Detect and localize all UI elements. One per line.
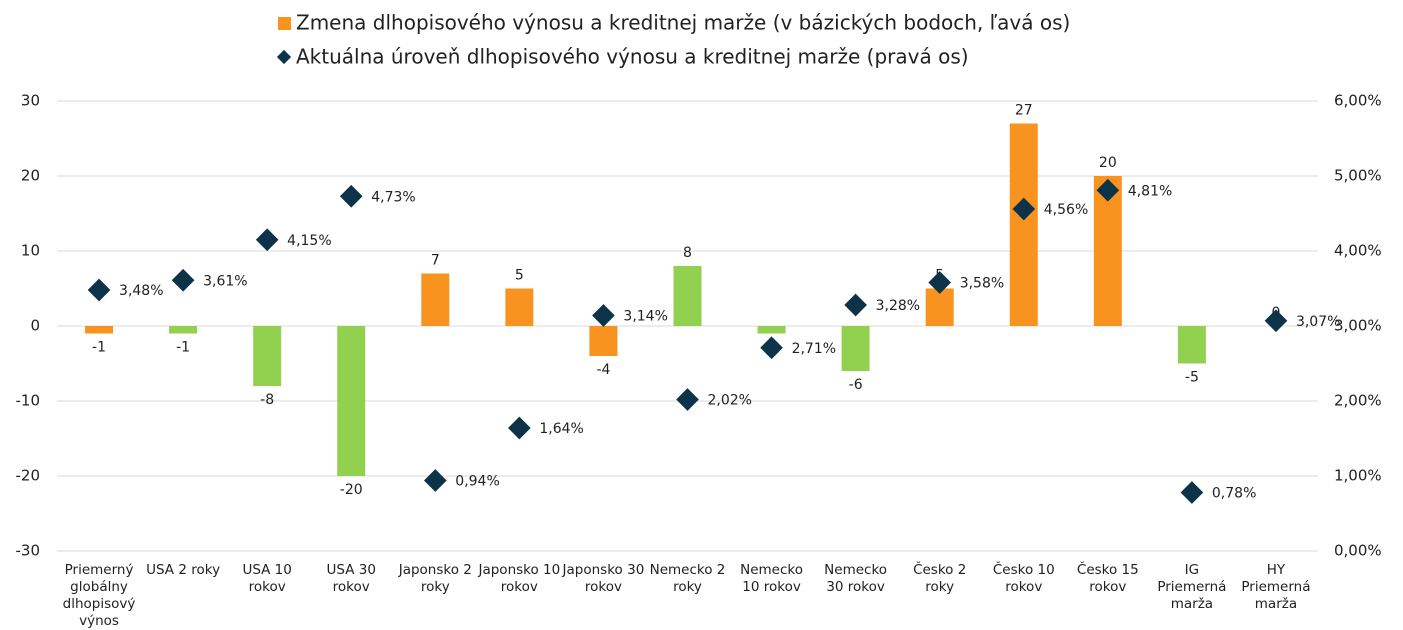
bar xyxy=(673,266,702,326)
data-label: -20 xyxy=(340,482,363,498)
data-label: -1 xyxy=(176,340,190,356)
data-label: -5 xyxy=(1185,370,1199,386)
legend-label: Aktuálna úroveň dlhopisového výnosu a kr… xyxy=(296,45,969,69)
data-label: 4,15% xyxy=(287,233,331,249)
marker xyxy=(844,293,867,317)
marker xyxy=(171,268,195,292)
data-label: 27 xyxy=(1015,103,1033,119)
y2-tick-label: 1,00% xyxy=(1334,467,1382,485)
y-tick-label: 30 xyxy=(21,92,40,110)
bar xyxy=(1177,326,1206,364)
data-label: 3,28% xyxy=(876,298,920,314)
data-label: 0,94% xyxy=(455,474,499,490)
data-label: 5 xyxy=(515,268,524,284)
y-tick-label: 10 xyxy=(21,242,40,260)
x-tick-label: Česko 2 roky xyxy=(913,562,967,595)
marker xyxy=(508,416,531,440)
data-label: 7 xyxy=(431,253,440,269)
bar xyxy=(505,288,534,326)
y2-tick-label: 3,00% xyxy=(1334,317,1382,335)
data-label: 2,71% xyxy=(792,341,836,357)
x-tick-label: Nemecko 30 rokov xyxy=(824,562,888,595)
x-tick-label: Česko 10 rokov xyxy=(992,562,1055,595)
legend-swatch xyxy=(276,49,292,65)
data-label: -6 xyxy=(849,377,863,393)
x-tick-label: Priemerný globálny dlhopisový výnos xyxy=(62,562,136,629)
bar xyxy=(925,288,954,326)
data-label: 4,81% xyxy=(1128,183,1172,199)
x-tick-label: Nemecko 2 roky xyxy=(649,562,726,595)
marker xyxy=(339,184,363,208)
data-label: 20 xyxy=(1099,155,1117,171)
marker xyxy=(928,271,952,294)
bar xyxy=(589,326,618,356)
y2-tick-label: 6,00% xyxy=(1334,92,1382,110)
bar xyxy=(169,326,198,334)
x-tick-label: Japonsko 10 rokov xyxy=(478,562,561,595)
y-tick-label: 20 xyxy=(21,167,40,185)
bar xyxy=(757,326,786,334)
x-tick-label: Japonsko 2 roky xyxy=(398,562,472,595)
marker xyxy=(87,278,111,302)
y-tick-label: -30 xyxy=(16,542,41,560)
y2-tick-label: 0,00% xyxy=(1334,542,1382,560)
data-label: -1 xyxy=(92,340,106,356)
data-label: 3,61% xyxy=(203,273,247,289)
x-tick-label: USA 2 roky xyxy=(146,562,221,578)
x-tick-label: USA 10 rokov xyxy=(242,562,292,595)
x-tick-label: IG Priemerná marža xyxy=(1157,562,1227,612)
bar xyxy=(1009,123,1038,326)
bar xyxy=(421,273,450,326)
data-label: 4,56% xyxy=(1044,202,1088,218)
x-tick-label: Česko 15 rokov xyxy=(1076,562,1139,595)
y-tick-label: -10 xyxy=(16,392,41,410)
marker xyxy=(1264,309,1288,333)
x-tick-label: Japonsko 30 rokov xyxy=(562,562,645,595)
marker xyxy=(592,304,615,327)
data-label: 3,48% xyxy=(119,283,163,299)
data-label: 8 xyxy=(683,245,692,261)
data-label: 3,58% xyxy=(960,276,1004,292)
bar xyxy=(337,326,366,476)
data-label: -8 xyxy=(260,392,274,408)
bar xyxy=(841,326,870,371)
data-label: 3,14% xyxy=(623,309,667,325)
y2-tick-label: 5,00% xyxy=(1334,167,1382,185)
y2-tick-label: 4,00% xyxy=(1334,242,1382,260)
data-label: 4,73% xyxy=(371,189,415,205)
y2-tick-label: 2,00% xyxy=(1334,392,1382,410)
x-tick-label: Nemecko 10 rokov xyxy=(740,562,803,595)
data-label: -4 xyxy=(596,362,610,378)
x-tick-label: USA 30 rokov xyxy=(326,562,376,595)
legend-swatch xyxy=(278,17,291,30)
data-label: 1,64% xyxy=(539,421,583,437)
y-tick-label: -20 xyxy=(16,467,41,485)
data-label: 2,02% xyxy=(708,393,752,409)
data-label: 0,78% xyxy=(1212,486,1256,502)
marker xyxy=(1180,481,1204,504)
marker xyxy=(423,469,447,492)
marker xyxy=(676,388,699,411)
data-label: 3,07% xyxy=(1296,314,1340,330)
legend-label: Zmena dlhopisového výnosu a kreditnej ma… xyxy=(296,11,1070,35)
marker xyxy=(760,336,783,360)
bar xyxy=(253,326,282,386)
bar xyxy=(85,326,114,334)
x-tick-label: HY Priemerná marža xyxy=(1241,562,1311,612)
y-tick-label: 0 xyxy=(30,317,40,335)
marker xyxy=(255,228,279,252)
